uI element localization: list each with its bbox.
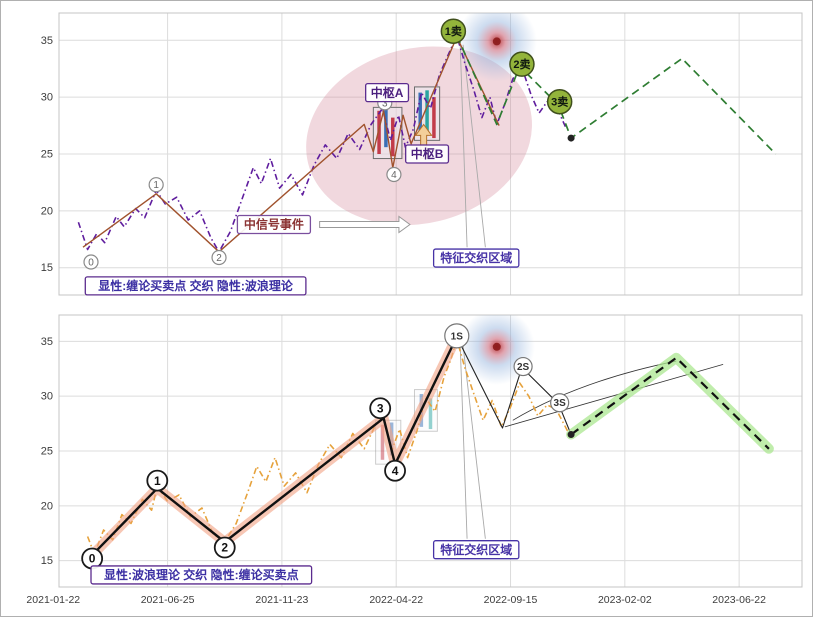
x-tick-label: 2021-11-23 <box>255 594 308 606</box>
point-2: 2 <box>211 249 227 266</box>
x-tick-label: 2021-06-25 <box>141 594 195 606</box>
s-3: 3S <box>550 393 570 413</box>
svg-text:中枢B: 中枢B <box>411 146 444 161</box>
pivot-b-label: 中枢B <box>405 144 450 164</box>
svg-text:3卖: 3卖 <box>551 95 568 109</box>
svg-text:3: 3 <box>382 98 388 109</box>
y-tick-label: 25 <box>41 149 53 161</box>
sell-2: 2卖 <box>509 51 535 77</box>
hotspot-center-dot <box>492 342 501 351</box>
y-tick-label: 15 <box>41 555 53 567</box>
svg-text:1: 1 <box>154 474 161 488</box>
svg-text:特征交织区域: 特征交织区域 <box>440 250 512 265</box>
y-tick-label: 25 <box>41 446 53 458</box>
price-line <box>86 338 569 555</box>
y-tick-label: 35 <box>41 35 53 47</box>
signal-arrow <box>319 215 411 234</box>
interweave-zone-label: 特征交织区域 <box>432 248 520 268</box>
s-1: 1S <box>444 323 470 349</box>
caption: 显性:波浪理论 交织 隐性:缠论买卖点 <box>90 565 313 585</box>
wave-2: 2 <box>213 536 236 559</box>
fan-line <box>462 44 486 248</box>
point-4: 4 <box>386 166 402 183</box>
svg-text:0: 0 <box>89 552 96 566</box>
y-tick-label: 20 <box>41 500 53 512</box>
svg-text:4: 4 <box>392 464 399 478</box>
svg-text:显性:缠论买卖点 交织 隐性:波浪理论: 显性:缠论买卖点 交织 隐性:波浪理论 <box>98 278 294 293</box>
svg-text:中枢A: 中枢A <box>371 85 404 100</box>
x-tick-label: 2021-01-22 <box>26 594 80 606</box>
plot-border <box>58 12 803 296</box>
plot-border <box>58 314 803 588</box>
fan-line <box>459 345 468 539</box>
svg-text:2卖: 2卖 <box>513 57 530 71</box>
svg-text:2S: 2S <box>517 362 530 373</box>
top-chart: 15 20 25 30 35 0 1 2 3 4 1卖 2卖 3卖 中枢A 中枢B 中信号事件特征交织区域显性… <box>41 12 803 296</box>
svg-text:中信号事件: 中信号事件 <box>244 217 304 232</box>
svg-text:显性:波浪理论 交织 隐性:缠论买卖点: 显性:波浪理论 交织 隐性:缠论买卖点 <box>104 567 299 582</box>
y-tick-label: 20 <box>41 205 53 217</box>
signal-event-label: 中信号事件 <box>236 214 312 235</box>
svg-text:0: 0 <box>88 258 94 269</box>
svg-text:2: 2 <box>216 253 222 264</box>
x-tick-label: 2023-02-02 <box>598 594 652 606</box>
guide-arc <box>512 360 677 421</box>
svg-text:特征交织区域: 特征交织区域 <box>440 542 512 557</box>
svg-text:2: 2 <box>221 541 228 555</box>
fan-line <box>459 44 468 248</box>
sell-3: 3卖 <box>546 88 573 115</box>
y-tick-label: 30 <box>41 92 53 104</box>
svg-text:3: 3 <box>377 401 384 415</box>
x-tick-label: 2022-09-15 <box>484 594 538 606</box>
svg-text:1: 1 <box>153 180 159 191</box>
fan-line <box>462 345 486 539</box>
wave-1: 1 <box>146 469 169 492</box>
svg-text:4: 4 <box>391 170 397 181</box>
x-tick-label: 2022-04-22 <box>369 594 423 606</box>
interweave-zone-label: 特征交织区域 <box>432 540 520 560</box>
caption: 显性:缠论买卖点 交织 隐性:波浪理论 <box>84 276 307 296</box>
wave-3: 3 <box>369 397 392 420</box>
point-1: 1 <box>148 177 164 193</box>
y-tick-label: 35 <box>41 336 53 348</box>
pivot-a-label: 中枢A <box>365 82 410 103</box>
y-tick-label: 30 <box>41 391 53 403</box>
hotspot-center-dot <box>492 37 501 46</box>
price-line <box>77 34 567 253</box>
wave-4: 4 <box>384 459 406 482</box>
end-dot <box>567 134 575 142</box>
segment-line <box>82 36 500 253</box>
s-2: 2S <box>513 356 533 377</box>
point-0: 0 <box>83 254 99 270</box>
svg-text:1卖: 1卖 <box>445 24 462 38</box>
svg-text:3S: 3S <box>554 398 567 409</box>
sell-1: 1卖 <box>440 18 467 44</box>
end-dot <box>567 431 575 439</box>
wave-line <box>91 336 458 557</box>
x-tick-label: 2023-06-22 <box>712 594 766 606</box>
projection-line <box>570 356 770 450</box>
svg-text:1S: 1S <box>451 331 464 342</box>
y-tick-label: 15 <box>41 262 53 274</box>
